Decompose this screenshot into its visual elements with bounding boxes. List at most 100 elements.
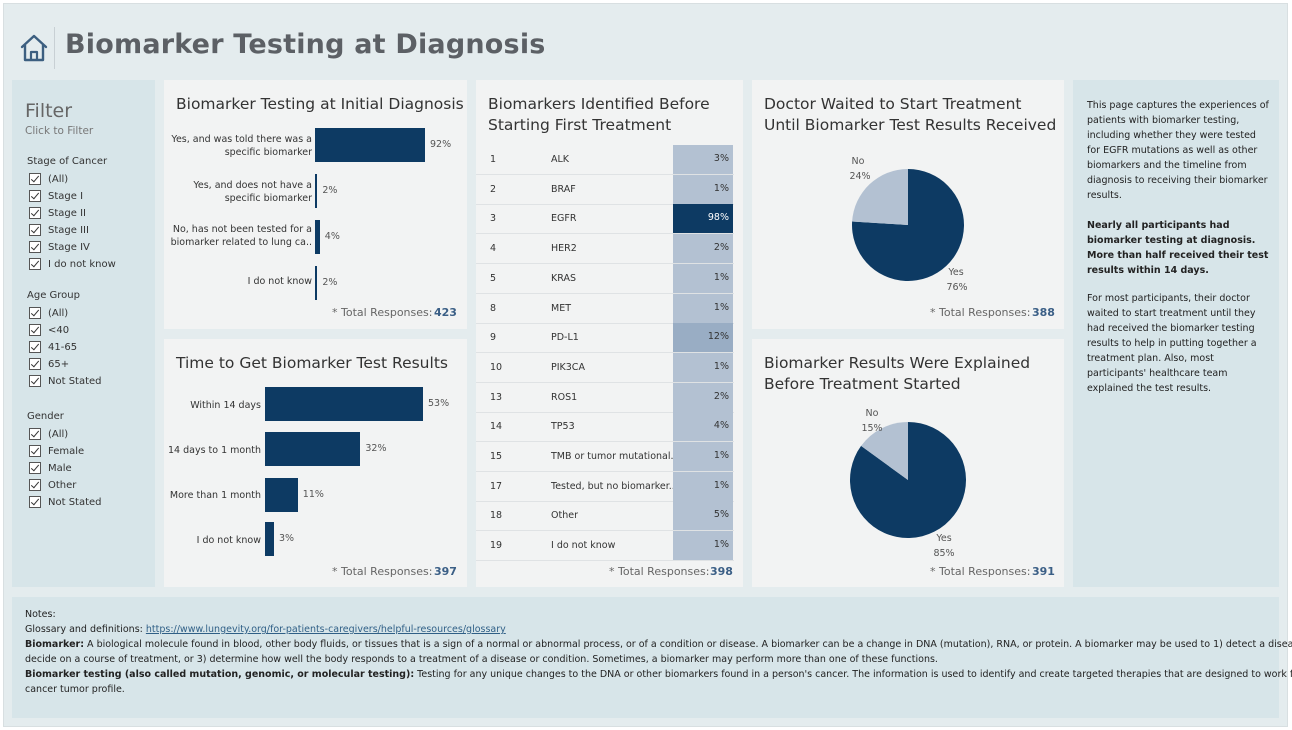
table-row[interactable]: 8 MET 1% (476, 293, 734, 324)
percent-cell[interactable]: 1% (673, 471, 733, 501)
pie-chart (852, 169, 964, 281)
filter-gender-male[interactable]: Male (29, 461, 72, 475)
percent-cell[interactable]: 1% (673, 352, 733, 382)
percent-cell[interactable]: 1% (673, 174, 733, 204)
checkbox-icon[interactable] (29, 307, 41, 319)
time-to-results-chart-panel: Time to Get Biomarker Test Results Withi… (164, 339, 467, 587)
bar[interactable] (315, 174, 318, 208)
filter-age-41-65[interactable]: 41-65 (29, 340, 77, 354)
table-row[interactable]: 13 ROS1 2% (476, 382, 734, 413)
bar-value-label: 2% (322, 277, 338, 288)
table-row[interactable]: 10 PIK3CA 1% (476, 352, 734, 383)
bar[interactable] (265, 522, 274, 556)
percent-cell[interactable]: 3% (673, 145, 733, 174)
checkbox-icon[interactable] (29, 324, 41, 336)
checkbox-icon[interactable] (29, 462, 41, 474)
checkbox-icon[interactable] (29, 190, 41, 202)
bar[interactable] (315, 266, 318, 300)
filter-stage-unknown[interactable]: I do not know (29, 257, 116, 271)
description-panel: This page captures the experiences of pa… (1073, 80, 1279, 587)
checkbox-icon[interactable] (29, 428, 41, 440)
filter-gender-all[interactable]: (All) (29, 427, 68, 441)
filter-stage-ii[interactable]: Stage II (29, 206, 86, 220)
percent-value: 1% (713, 479, 729, 491)
checkbox-icon[interactable] (29, 173, 41, 185)
table-row[interactable]: 15 TMB or tumor mutational.. 1% (476, 442, 734, 472)
table-row[interactable]: 2 BRAF 1% (476, 174, 734, 205)
checkbox-icon[interactable] (29, 375, 41, 387)
filter-age-65-plus[interactable]: 65+ (29, 357, 69, 371)
percent-cell[interactable]: 4% (673, 412, 733, 442)
chart-title: Doctor Waited to Start Treatment Until B… (764, 95, 1057, 134)
percent-value: 3% (713, 153, 729, 164)
bar-label: I do not know (196, 535, 261, 546)
table-row[interactable]: 19 I do not know 1% (476, 531, 734, 562)
checkbox-icon[interactable] (29, 224, 41, 236)
checkbox-icon[interactable] (29, 358, 41, 370)
percent-cell[interactable]: 12% (673, 323, 733, 353)
filter-gender-not-stated[interactable]: Not Stated (29, 495, 102, 509)
filter-item-label: (All) (48, 173, 69, 185)
percent-value: 1% (713, 271, 729, 283)
biomarker-def: A biological molecule found in blood, ot… (87, 639, 1292, 650)
pie-slice-no[interactable] (861, 422, 908, 480)
filter-stage-i[interactable]: Stage I (29, 189, 83, 203)
filter-item-label: (All) (48, 307, 69, 319)
total-responses-value: 398 (710, 565, 733, 578)
bar[interactable] (315, 128, 425, 162)
percent-cell[interactable]: 98% (673, 204, 733, 234)
pie-chart (850, 422, 966, 538)
pie-label-yes-value: 85% (933, 548, 955, 559)
checkbox-icon[interactable] (29, 341, 41, 353)
percent-cell[interactable]: 2% (673, 234, 733, 264)
table-row[interactable]: 5 KRAS 1% (476, 263, 734, 294)
filter-stage-iii[interactable]: Stage III (29, 223, 89, 237)
biomarker-name: KRAS (551, 272, 576, 284)
table-row[interactable]: 18 Other 5% (476, 501, 734, 532)
filter-age-all[interactable]: (All) (29, 306, 68, 320)
bar[interactable] (265, 432, 361, 466)
glossary-link[interactable]: https://www.lungevity.org/for-patients-c… (145, 624, 506, 635)
bar-label: 14 days to 1 month (167, 445, 261, 456)
table-row[interactable]: 17 Tested, but no biomarker.. 1% (476, 471, 734, 502)
checkbox-icon[interactable] (29, 496, 41, 508)
filter-item-label: Stage IV (48, 241, 90, 253)
biomarker-name: I do not know (551, 540, 616, 552)
checkbox-icon[interactable] (29, 479, 41, 491)
row-number: 2 (490, 183, 497, 195)
filter-gender-female[interactable]: Female (29, 444, 84, 458)
table-row[interactable]: 3 EGFR 98% (476, 204, 734, 235)
table-row[interactable]: 14 TP53 4% (476, 412, 734, 443)
bar[interactable] (315, 220, 320, 254)
table-row[interactable]: 9 PD-L1 12% (476, 323, 734, 354)
header: Biomarker Testing at Diagnosis (3, 3, 1288, 81)
percent-cell[interactable]: 1% (673, 293, 733, 323)
filter-gender-other[interactable]: Other (29, 478, 76, 492)
checkbox-icon[interactable] (29, 241, 41, 253)
filter-item-label: Male (48, 462, 72, 474)
table-row[interactable]: 4 HER2 2% (476, 234, 734, 265)
percent-cell[interactable]: 1% (673, 263, 733, 293)
filter-age-not-stated[interactable]: Not Stated (29, 374, 102, 388)
checkbox-icon[interactable] (29, 445, 41, 457)
notes-panel: Notes: Glossary and definitions: https:/… (12, 597, 1292, 718)
percent-cell[interactable]: 1% (673, 442, 733, 471)
pie-slice-no[interactable] (852, 169, 908, 225)
percent-cell[interactable]: 2% (673, 382, 733, 412)
percent-value: 1% (713, 360, 729, 372)
table-row[interactable]: 1 ALK 3% (476, 145, 734, 175)
filter-group-stage-title: Stage of Cancer (27, 156, 108, 167)
bar[interactable] (265, 478, 298, 512)
filter-item-label: Female (48, 445, 85, 457)
filter-age-under-40[interactable]: <40 (29, 323, 69, 337)
percent-cell[interactable]: 1% (673, 531, 733, 561)
filter-stage-iv[interactable]: Stage IV (29, 240, 90, 254)
checkbox-icon[interactable] (29, 258, 41, 270)
home-icon[interactable] (17, 27, 55, 69)
filter-subtitle: Click to Filter (25, 125, 94, 137)
checkbox-icon[interactable] (29, 207, 41, 219)
bar[interactable] (265, 387, 423, 421)
filter-stage-all[interactable]: (All) (29, 172, 68, 186)
percent-cell[interactable]: 5% (673, 501, 733, 531)
percent-value: 1% (713, 450, 729, 461)
